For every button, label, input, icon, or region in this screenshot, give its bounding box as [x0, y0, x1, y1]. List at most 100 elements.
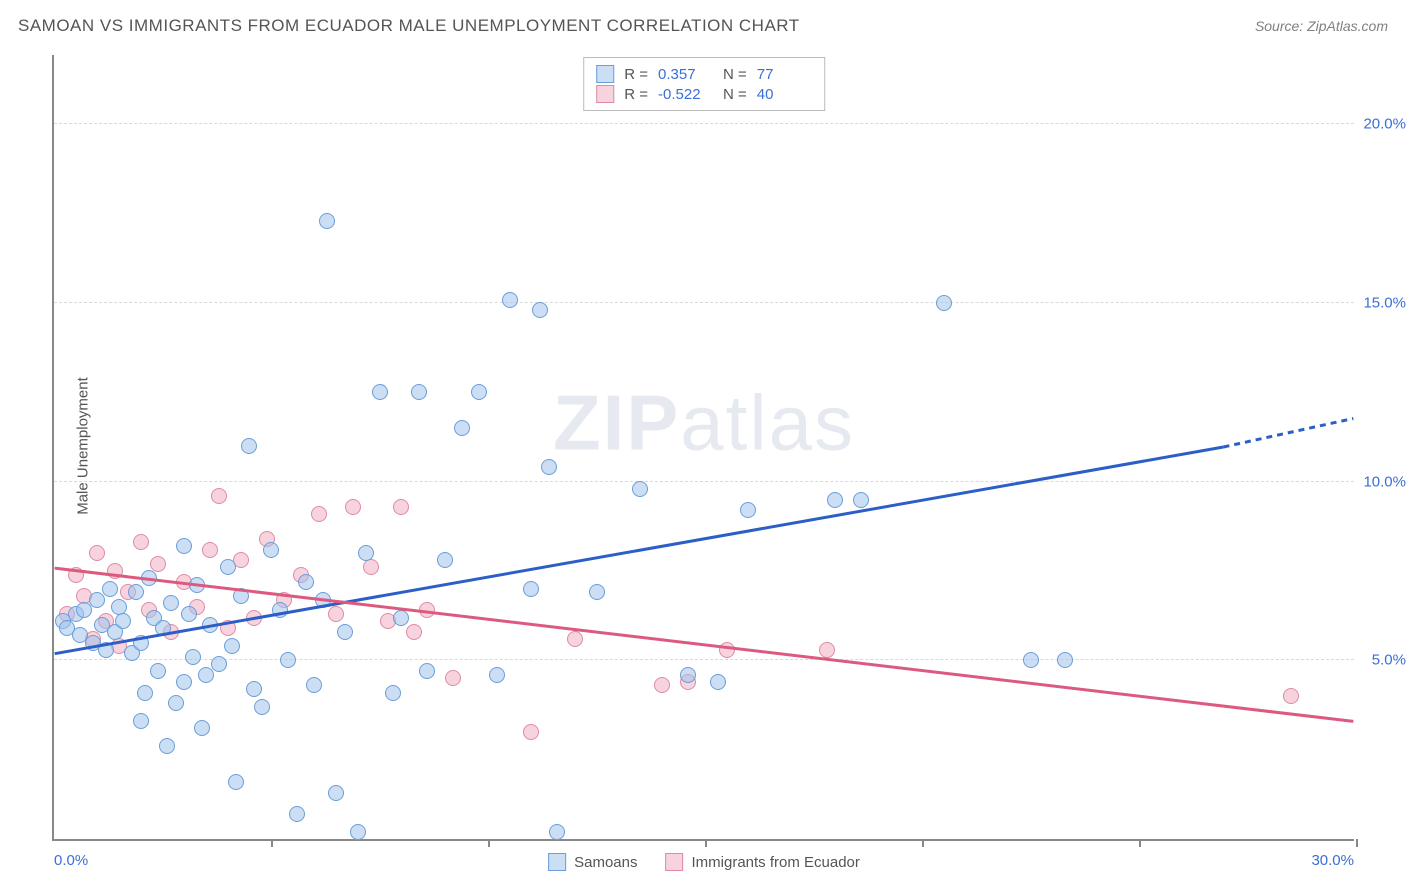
x-tick	[922, 839, 924, 847]
y-tick-label: 10.0%	[1363, 473, 1406, 490]
legend-label-samoans: Samoans	[574, 854, 637, 871]
data-point-samoans	[419, 663, 435, 679]
data-point-samoans	[372, 384, 388, 400]
data-point-samoans	[102, 581, 118, 597]
legend-item-ecuador: Immigrants from Ecuador	[665, 853, 859, 871]
data-point-samoans	[198, 667, 214, 683]
data-point-samoans	[471, 384, 487, 400]
data-point-samoans	[141, 570, 157, 586]
data-point-samoans	[181, 606, 197, 622]
data-point-samoans	[202, 617, 218, 633]
data-point-ecuador	[220, 620, 236, 636]
data-point-samoans	[532, 302, 548, 318]
data-point-ecuador	[202, 542, 218, 558]
chart-source: Source: ZipAtlas.com	[1255, 18, 1388, 34]
legend-item-samoans: Samoans	[548, 853, 637, 871]
data-point-samoans	[632, 481, 648, 497]
n-value-samoans: 77	[757, 66, 812, 83]
gridline-h	[54, 302, 1354, 303]
x-tick	[705, 839, 707, 847]
data-point-ecuador	[819, 642, 835, 658]
x-tick	[1356, 839, 1358, 847]
data-point-ecuador	[406, 624, 422, 640]
data-point-samoans	[306, 677, 322, 693]
r-value-ecuador: -0.522	[658, 86, 713, 103]
data-point-samoans	[502, 292, 518, 308]
data-point-samoans	[128, 584, 144, 600]
data-point-samoans	[315, 592, 331, 608]
data-point-samoans	[393, 610, 409, 626]
data-point-samoans	[254, 699, 270, 715]
data-point-ecuador	[567, 631, 583, 647]
x-tick	[488, 839, 490, 847]
data-point-ecuador	[523, 724, 539, 740]
watermark: ZIPatlas	[553, 378, 855, 469]
data-point-samoans	[549, 824, 565, 840]
swatch-samoans	[596, 65, 614, 83]
y-tick-label: 15.0%	[1363, 295, 1406, 312]
data-point-ecuador	[654, 677, 670, 693]
data-point-samoans	[710, 674, 726, 690]
data-point-samoans	[589, 584, 605, 600]
data-point-samoans	[224, 638, 240, 654]
data-point-samoans	[827, 492, 843, 508]
gridline-h	[54, 481, 1354, 482]
data-point-ecuador	[246, 610, 262, 626]
data-point-samoans	[168, 695, 184, 711]
r-label: R =	[624, 86, 648, 103]
data-point-samoans	[189, 577, 205, 593]
legend-row-ecuador: R = -0.522 N = 40	[596, 85, 812, 103]
data-point-samoans	[385, 685, 401, 701]
chart-header: SAMOAN VS IMMIGRANTS FROM ECUADOR MALE U…	[0, 0, 1406, 42]
data-point-ecuador	[328, 606, 344, 622]
y-tick-label: 5.0%	[1372, 652, 1406, 669]
data-point-samoans	[680, 667, 696, 683]
data-point-samoans	[176, 674, 192, 690]
x-tick	[1139, 839, 1141, 847]
data-point-ecuador	[719, 642, 735, 658]
series-legend: Samoans Immigrants from Ecuador	[548, 853, 860, 871]
data-point-ecuador	[419, 602, 435, 618]
data-point-samoans	[319, 213, 335, 229]
data-point-samoans	[194, 720, 210, 736]
data-point-samoans	[241, 438, 257, 454]
n-label: N =	[723, 86, 747, 103]
data-point-samoans	[228, 774, 244, 790]
data-point-samoans	[137, 685, 153, 701]
n-value-ecuador: 40	[757, 86, 812, 103]
x-tick	[271, 839, 273, 847]
data-point-samoans	[541, 459, 557, 475]
data-point-samoans	[298, 574, 314, 590]
data-point-samoans	[328, 785, 344, 801]
data-point-samoans	[159, 738, 175, 754]
chart-title: SAMOAN VS IMMIGRANTS FROM ECUADOR MALE U…	[18, 16, 800, 36]
data-point-ecuador	[68, 567, 84, 583]
data-point-samoans	[350, 824, 366, 840]
x-axis-max-label: 30.0%	[1311, 852, 1354, 869]
data-point-samoans	[740, 502, 756, 518]
gridline-h	[54, 659, 1354, 660]
data-point-samoans	[280, 652, 296, 668]
data-point-samoans	[1057, 652, 1073, 668]
data-point-samoans	[76, 602, 92, 618]
n-label: N =	[723, 66, 747, 83]
data-point-samoans	[98, 642, 114, 658]
data-point-samoans	[936, 295, 952, 311]
data-point-samoans	[233, 588, 249, 604]
swatch-ecuador-icon	[665, 853, 683, 871]
data-point-samoans	[853, 492, 869, 508]
data-point-ecuador	[445, 670, 461, 686]
swatch-ecuador	[596, 85, 614, 103]
data-point-ecuador	[311, 506, 327, 522]
data-point-samoans	[411, 384, 427, 400]
data-point-ecuador	[345, 499, 361, 515]
data-point-samoans	[155, 620, 171, 636]
data-point-samoans	[185, 649, 201, 665]
chart-plot-area: ZIPatlas R = 0.357 N = 77 R = -0.522 N =…	[52, 55, 1354, 841]
r-value-samoans: 0.357	[658, 66, 713, 83]
data-point-samoans	[133, 713, 149, 729]
data-point-samoans	[150, 663, 166, 679]
data-point-samoans	[176, 538, 192, 554]
data-point-ecuador	[363, 559, 379, 575]
data-point-samoans	[523, 581, 539, 597]
